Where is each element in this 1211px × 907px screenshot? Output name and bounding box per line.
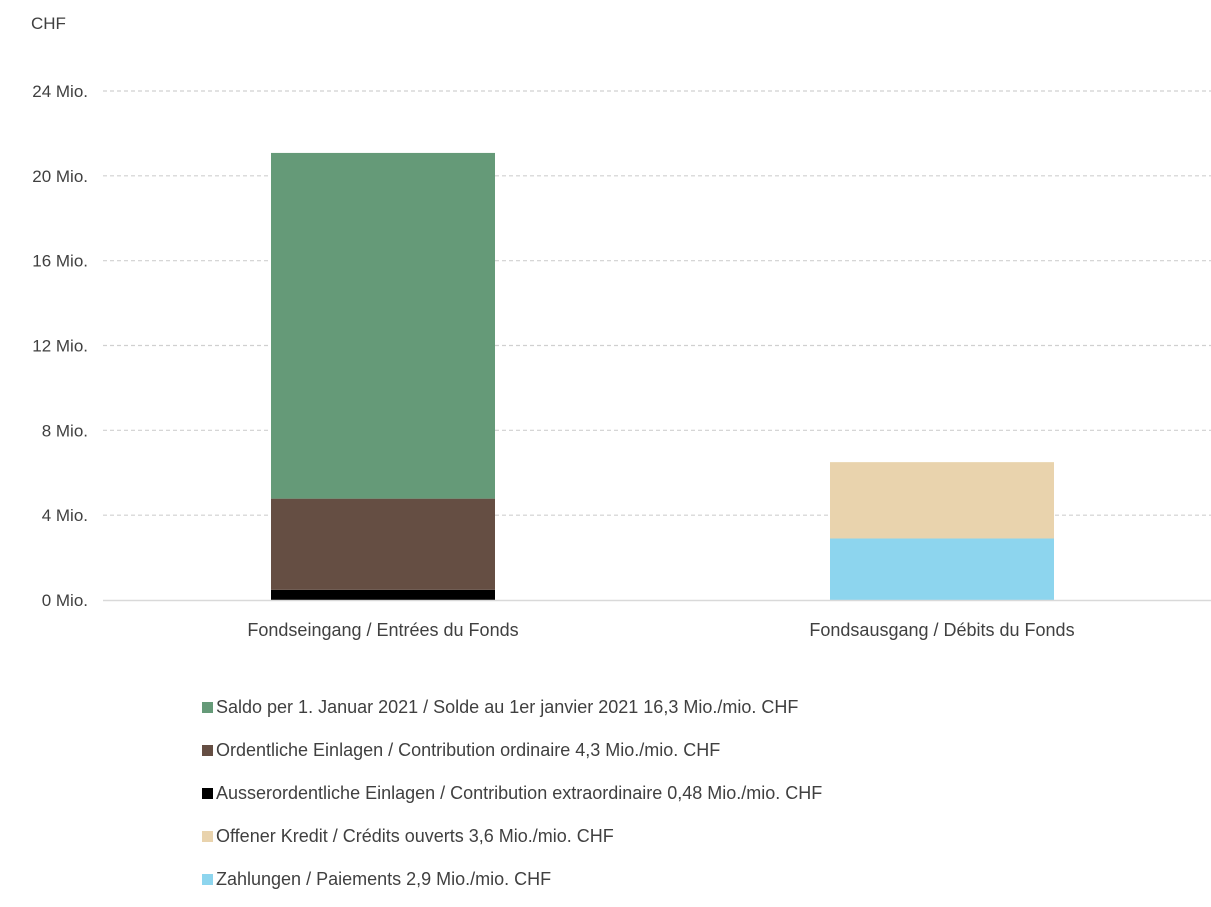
y-axis-unit-label: CHF [31, 14, 66, 33]
legend-item: Zahlungen / Paiements 2,9 Mio./mio. CHF [202, 864, 822, 894]
y-tick-label: 16 Mio. [32, 252, 88, 271]
y-axis-tick-labels: 0 Mio. 4 Mio. 8 Mio. 12 Mio. 16 Mio. 20 Mio. 2… [32, 82, 88, 610]
bar-segment-0-2 [271, 152, 495, 499]
legend-label: Ordentliche Einlagen / Contribution ordi… [216, 739, 721, 760]
y-tick-label: 0 Mio. [42, 591, 88, 610]
x-axis-category-labels: Fondseingang / Entrées du Fonds Fondsausg… [247, 620, 1074, 640]
legend-item: Ordentliche Einlagen / Contribution ordi… [202, 735, 822, 765]
legend-swatch [202, 873, 213, 885]
bars [271, 152, 1054, 600]
bar-segment-0-0 [271, 589, 495, 600]
x-category-label: Fondseingang / Entrées du Fonds [247, 620, 518, 640]
y-tick-label: 8 Mio. [42, 421, 88, 440]
legend-label: Saldo per 1. Januar 2021 / Solde au 1er … [216, 696, 799, 717]
gridlines [103, 90, 1211, 516]
legend-label: Ausserordentliche Einlagen / Contributio… [216, 782, 823, 803]
legend-label: Zahlungen / Paiements 2,9 Mio./mio. CHF [216, 868, 552, 889]
legend-item: Offener Kredit / Crédits ouverts 3,6 Mio… [202, 821, 822, 851]
chart-legend: Saldo per 1. Januar 2021 / Solde au 1er … [202, 692, 822, 907]
legend-swatch [202, 701, 213, 713]
legend-item: Saldo per 1. Januar 2021 / Solde au 1er … [202, 692, 822, 722]
legend-swatch [202, 830, 213, 842]
stacked-bar-chart: 0 Mio. 4 Mio. 8 Mio. 12 Mio. 16 Mio. 20 Mio. 2… [32, 82, 1211, 640]
legend-swatch [202, 787, 213, 799]
y-tick-label: 12 Mio. [32, 337, 88, 356]
bar-segment-0-1 [271, 498, 495, 590]
legend-swatch [202, 744, 213, 756]
y-tick-label: 24 Mio. [32, 82, 88, 101]
legend-label: Offener Kredit / Crédits ouverts 3,6 Mio… [216, 825, 614, 846]
legend-item: Ausserordentliche Einlagen / Contributio… [202, 778, 822, 808]
bar-segment-1-3 [830, 538, 1054, 600]
y-tick-label: 20 Mio. [32, 167, 88, 186]
x-category-label: Fondsausgang / Débits du Fonds [809, 620, 1074, 640]
bar-segment-1-4 [830, 462, 1054, 539]
y-tick-label: 4 Mio. [42, 506, 88, 525]
